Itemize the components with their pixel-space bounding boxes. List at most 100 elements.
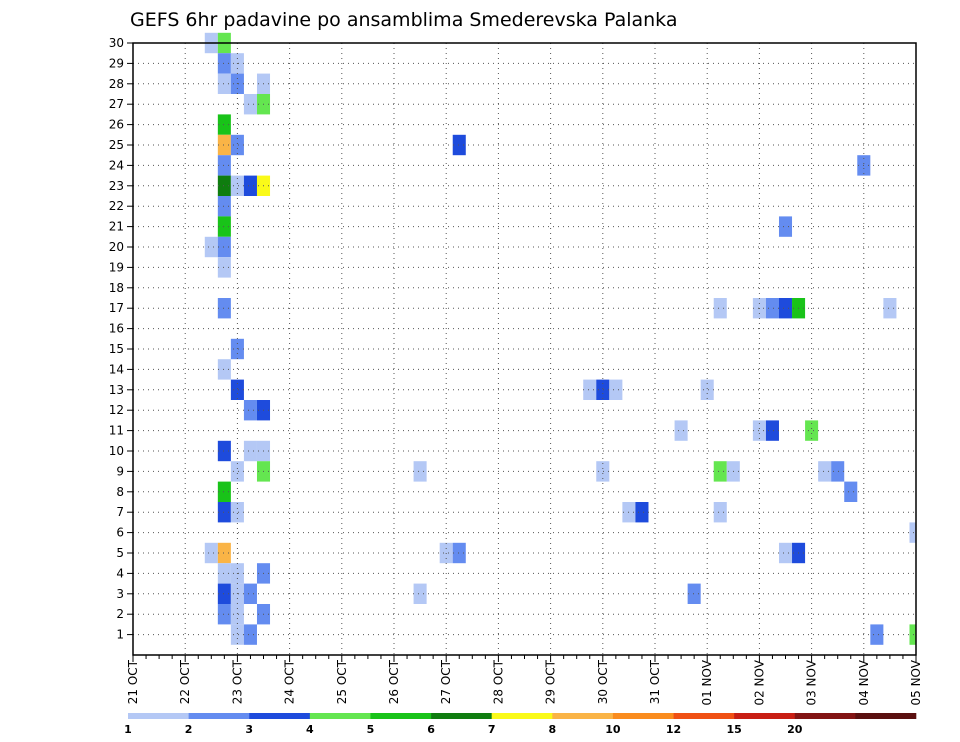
precip-cell bbox=[217, 481, 231, 502]
legend-label: 15 bbox=[726, 723, 741, 736]
precip-cell bbox=[818, 461, 832, 482]
precip-cell bbox=[752, 420, 766, 441]
y-tick-label: 25 bbox=[109, 138, 124, 152]
legend-label: 6 bbox=[427, 723, 435, 736]
precip-cell bbox=[883, 298, 897, 319]
precip-cell bbox=[870, 624, 884, 645]
x-tick-label: 27 OCT bbox=[439, 659, 453, 704]
y-tick-label: 13 bbox=[109, 383, 124, 397]
precip-cell bbox=[243, 583, 257, 604]
precip-cell bbox=[778, 542, 793, 564]
legend-swatch bbox=[612, 713, 674, 719]
legend-label: 2 bbox=[185, 723, 193, 736]
precip-cell bbox=[217, 542, 231, 564]
precip-cell bbox=[230, 175, 244, 196]
precip-cell bbox=[217, 440, 231, 462]
precip-cell bbox=[452, 134, 466, 156]
x-axis-ticks: 21 OCT 22 OCT 23 OCT 24 OCT 25 OCT 26 OCT 27 O… bbox=[126, 655, 923, 706]
y-tick-label: 6 bbox=[116, 526, 124, 540]
legend-swatch bbox=[855, 713, 917, 719]
precip-cell bbox=[596, 461, 610, 482]
precip-cell bbox=[583, 379, 597, 400]
precip-cell bbox=[217, 155, 231, 176]
precip-cell bbox=[243, 624, 257, 645]
legend-label: 8 bbox=[548, 723, 556, 736]
x-tick-label: 24 OCT bbox=[283, 659, 297, 704]
precip-cell bbox=[217, 216, 231, 237]
precipitation-cells bbox=[204, 32, 916, 645]
legend-swatch bbox=[249, 713, 311, 719]
x-tick-label: 02 NOV bbox=[752, 659, 766, 705]
precip-cell bbox=[204, 236, 218, 258]
legend-swatch bbox=[370, 713, 432, 719]
precip-cell bbox=[243, 175, 257, 196]
precip-cell bbox=[674, 420, 688, 441]
y-tick-label: 15 bbox=[109, 342, 124, 356]
x-tick-label: 04 NOV bbox=[857, 659, 871, 705]
precip-cell bbox=[217, 298, 231, 319]
legend-label: 1 bbox=[124, 723, 132, 736]
legend-label: 5 bbox=[367, 723, 375, 736]
precip-cell bbox=[217, 604, 231, 625]
y-tick-label: 4 bbox=[116, 566, 124, 580]
precip-cell bbox=[778, 216, 793, 237]
precip-cell bbox=[230, 604, 244, 625]
precip-cell bbox=[844, 481, 858, 502]
precip-cell bbox=[700, 379, 714, 400]
precip-cell bbox=[243, 400, 257, 421]
x-tick-label: 29 OCT bbox=[544, 659, 558, 704]
legend-label: 12 bbox=[666, 723, 681, 736]
precip-cell bbox=[230, 461, 244, 482]
legend-swatch bbox=[552, 713, 614, 719]
y-tick-label: 22 bbox=[109, 199, 124, 213]
legend-label: 20 bbox=[787, 723, 803, 736]
y-tick-label: 29 bbox=[109, 56, 124, 70]
y-tick-label: 17 bbox=[109, 301, 124, 315]
precip-cell bbox=[230, 134, 244, 156]
precip-cell bbox=[413, 461, 427, 482]
chart-title: GEFS 6hr padavine po ansamblima Smederev… bbox=[130, 9, 677, 31]
legend-label: 3 bbox=[245, 723, 253, 736]
precip-cell bbox=[217, 73, 231, 94]
precip-cell bbox=[909, 624, 916, 645]
x-tick-label: 28 OCT bbox=[491, 659, 505, 704]
y-tick-label: 26 bbox=[109, 118, 124, 132]
y-tick-label: 7 bbox=[116, 505, 124, 519]
legend-swatch bbox=[734, 713, 796, 719]
precip-cell bbox=[217, 563, 231, 584]
x-tick-label: 21 OCT bbox=[126, 659, 140, 704]
y-tick-label: 16 bbox=[109, 322, 124, 336]
legend-swatch bbox=[491, 713, 553, 719]
x-tick-label: 22 OCT bbox=[178, 659, 192, 704]
precip-cell bbox=[413, 583, 427, 604]
x-tick-label: 05 NOV bbox=[909, 659, 923, 705]
precip-cell bbox=[765, 298, 779, 319]
y-tick-label: 12 bbox=[109, 403, 124, 417]
x-tick-label: 03 NOV bbox=[805, 659, 819, 705]
legend-swatch bbox=[673, 713, 735, 719]
y-tick-label: 14 bbox=[109, 362, 124, 376]
legend-swatch bbox=[309, 713, 371, 719]
x-tick-label: 30 OCT bbox=[596, 659, 610, 704]
precip-cell bbox=[713, 461, 727, 482]
x-tick-label: 25 OCT bbox=[335, 659, 349, 704]
precip-cell bbox=[217, 583, 231, 604]
precip-cell bbox=[217, 236, 231, 258]
precip-cell bbox=[230, 379, 244, 400]
precip-cell bbox=[230, 624, 244, 645]
y-tick-label: 28 bbox=[109, 77, 124, 91]
y-tick-label: 3 bbox=[116, 587, 124, 601]
grid-lines bbox=[133, 43, 916, 655]
y-tick-label: 19 bbox=[109, 260, 124, 274]
precip-cell bbox=[713, 298, 727, 319]
precip-cell bbox=[217, 175, 231, 196]
precip-cell bbox=[230, 502, 244, 523]
y-tick-label: 23 bbox=[109, 179, 124, 193]
x-tick-label: 23 OCT bbox=[230, 659, 244, 704]
precip-cell bbox=[831, 461, 845, 482]
color-legend: 1 2 3 4 5 6 7 8 10 12 15 20 bbox=[124, 713, 917, 736]
precip-cell bbox=[778, 298, 793, 319]
legend-swatch bbox=[431, 713, 492, 719]
y-tick-label: 24 bbox=[109, 158, 124, 172]
